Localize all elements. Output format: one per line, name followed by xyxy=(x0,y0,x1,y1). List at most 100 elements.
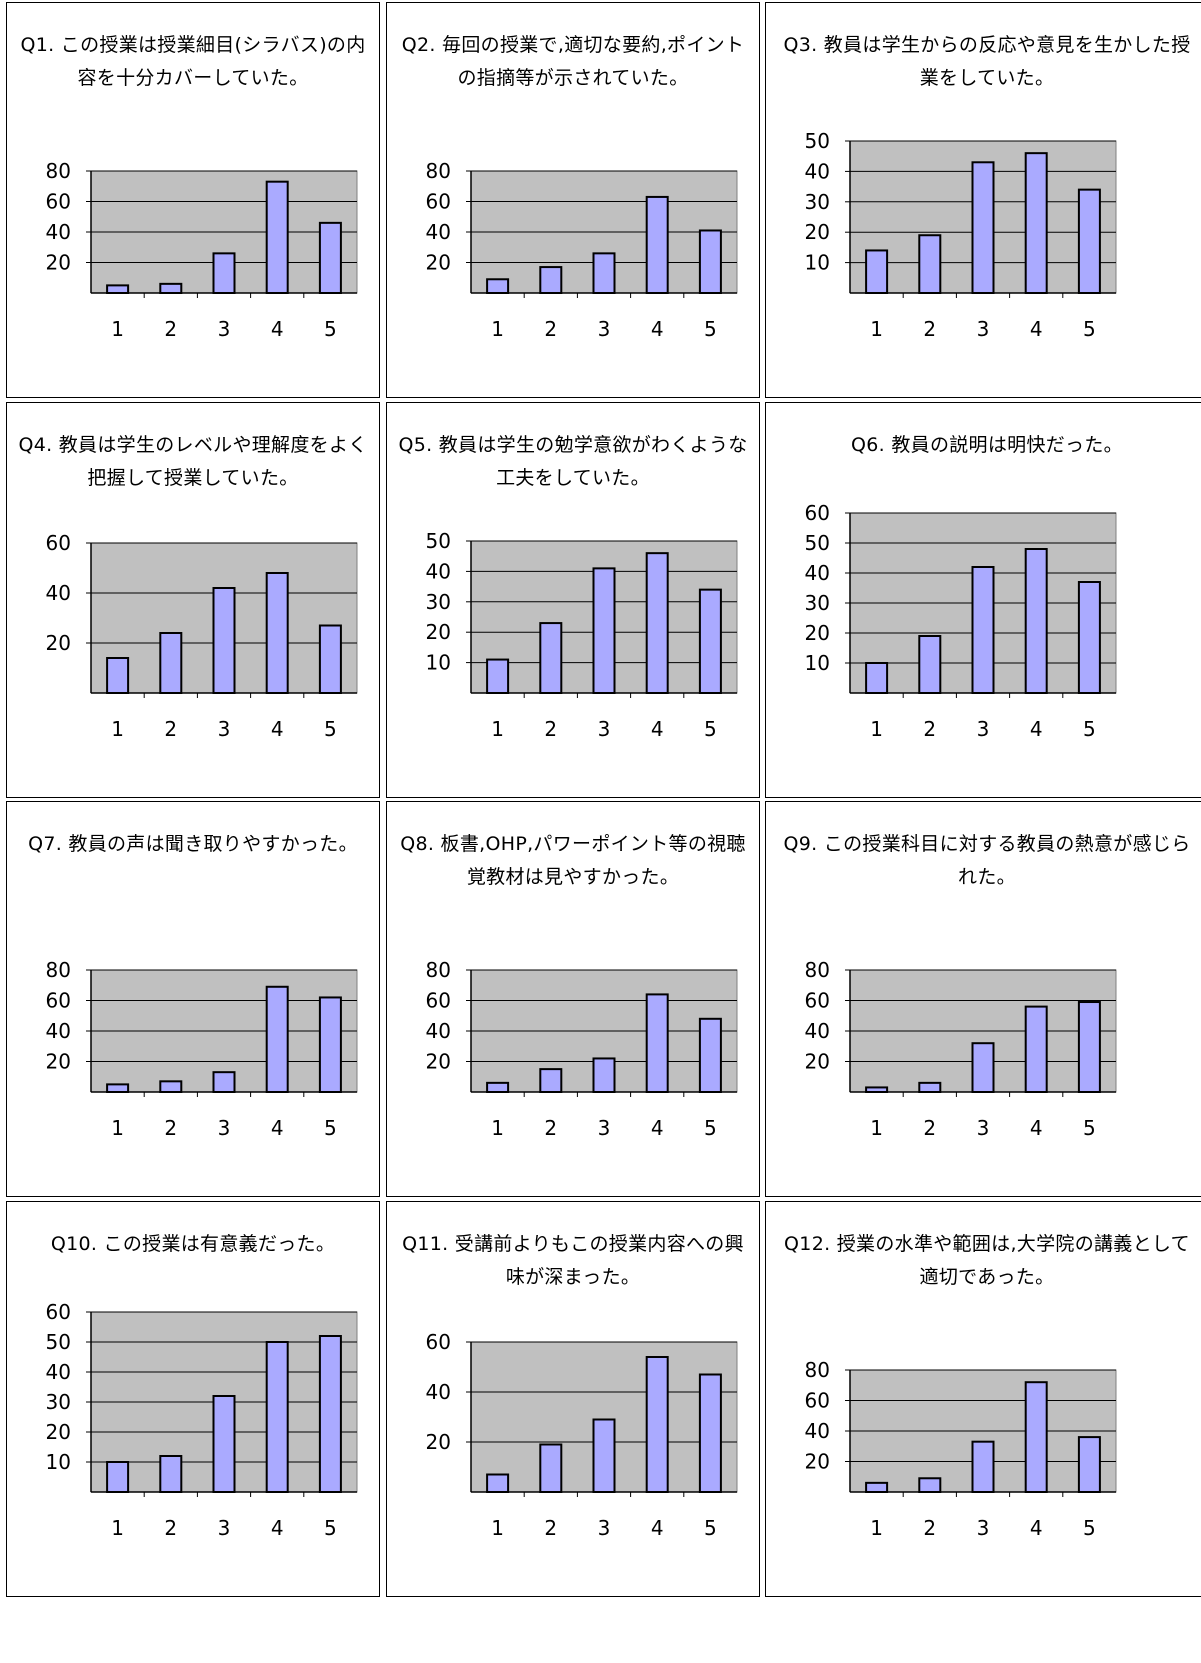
x-tick-label: 2 xyxy=(923,1516,936,1540)
x-tick-label: 5 xyxy=(704,1116,717,1140)
x-tick-label: 4 xyxy=(271,317,284,341)
bar xyxy=(486,658,510,694)
bar xyxy=(1024,548,1048,694)
y-tick-label: 80 xyxy=(46,958,71,982)
x-tick-label: 4 xyxy=(651,717,664,741)
bar xyxy=(159,632,183,694)
x-tick-label: 5 xyxy=(324,1116,337,1140)
bar xyxy=(698,1373,722,1493)
chart-panel-q12: Q12. 授業の水準や範囲は,大学院の講義として適切であった。 20 40 60 80… xyxy=(765,1201,1201,1597)
x-tick-label: 4 xyxy=(271,717,284,741)
x-tick-label: 1 xyxy=(491,717,504,741)
y-tick-label: 30 xyxy=(805,190,830,214)
chart-title: Q12. 授業の水準や範囲は,大学院の講義として適切であった。 xyxy=(784,1233,1190,1288)
chart-panel-q2: Q2. 毎回の授業で,適切な要約,ポイントの指摘等が示されていた。 20 40 60… xyxy=(386,2,760,398)
chart-title: Q9. この授業科目に対する教員の熱意が感じられた。 xyxy=(783,833,1191,888)
x-tick-label: 2 xyxy=(544,717,557,741)
bar xyxy=(971,1042,995,1093)
bar-chart: 20 40 60 80 1 2 3 4 5 xyxy=(426,958,738,1140)
y-tick-label: 40 xyxy=(426,559,451,583)
x-tick-label: 4 xyxy=(1030,317,1043,341)
x-tick-label: 1 xyxy=(111,317,124,341)
bar xyxy=(698,229,722,295)
x-tick-label: 3 xyxy=(977,1516,990,1540)
y-tick-label: 20 xyxy=(46,1420,71,1444)
chart-title: Q5. 教員は学生の勉学意欲がわくような工夫をしていた。 xyxy=(398,434,748,489)
y-tick-label: 20 xyxy=(805,1450,830,1474)
y-tick-label: 30 xyxy=(805,591,830,615)
bar xyxy=(865,249,889,295)
bar xyxy=(1024,1381,1048,1493)
bar xyxy=(1077,1001,1101,1093)
chart-title: Q3. 教員は学生からの反応や意見を生かした授業をしていた。 xyxy=(783,34,1191,89)
x-tick-label: 1 xyxy=(111,1516,124,1540)
bar xyxy=(592,567,616,694)
y-tick-label: 40 xyxy=(805,1019,830,1043)
x-tick-label: 1 xyxy=(870,317,883,341)
chart-panel-q6: Q6. 教員の説明は明快だった。 10 20 30 40 50 60 1 2 3 4 5 xyxy=(765,402,1201,798)
y-tick-label: 60 xyxy=(805,989,830,1013)
bar-chart: 20 40 60 80 1 2 3 4 5 xyxy=(46,159,358,341)
y-tick-label: 20 xyxy=(426,1050,451,1074)
bar xyxy=(265,180,289,294)
bar xyxy=(106,657,130,694)
bar xyxy=(1024,1005,1048,1094)
y-tick-label: 80 xyxy=(805,958,830,982)
bar xyxy=(159,282,183,295)
chart-title: Q1. この授業は授業細目(シラバス)の内容を十分カバーしていた。 xyxy=(20,34,366,89)
y-tick-label: 10 xyxy=(805,251,830,275)
bar xyxy=(318,996,342,1093)
bar xyxy=(486,1081,510,1094)
bar xyxy=(698,588,722,694)
y-tick-label: 10 xyxy=(46,1450,71,1474)
y-tick-label: 20 xyxy=(46,1050,71,1074)
bar xyxy=(645,195,669,294)
bar xyxy=(971,1440,995,1494)
bar xyxy=(918,1477,942,1493)
bar xyxy=(645,993,669,1093)
bar xyxy=(539,622,563,694)
x-tick-label: 4 xyxy=(1030,1116,1043,1140)
y-tick-label: 40 xyxy=(46,220,71,244)
bar xyxy=(318,221,342,295)
bar xyxy=(212,1071,236,1093)
bar-chart: 10 20 30 40 50 60 1 2 3 4 5 xyxy=(46,1300,358,1540)
x-tick-label: 5 xyxy=(1083,1516,1096,1540)
bar xyxy=(918,234,942,295)
bar xyxy=(486,1473,510,1493)
y-tick-label: 40 xyxy=(426,1380,451,1404)
y-tick-label: 40 xyxy=(805,1419,830,1443)
y-tick-label: 30 xyxy=(426,590,451,614)
bar xyxy=(318,624,342,694)
x-tick-label: 4 xyxy=(271,1516,284,1540)
x-tick-label: 3 xyxy=(218,317,231,341)
bar xyxy=(539,1443,563,1493)
chart-title: Q8. 板書,OHP,パワーポイント等の視聴覚教材は見やすかった。 xyxy=(400,833,746,888)
x-tick-label: 3 xyxy=(218,717,231,741)
x-tick-label: 4 xyxy=(1030,1516,1043,1540)
y-tick-label: 20 xyxy=(46,251,71,275)
x-tick-label: 5 xyxy=(324,317,337,341)
y-tick-label: 60 xyxy=(426,190,451,214)
x-tick-label: 3 xyxy=(598,317,611,341)
bar xyxy=(539,1068,563,1093)
chart-title: Q11. 受講前よりもこの授業内容への興味が深まった。 xyxy=(402,1233,744,1288)
bar xyxy=(1024,152,1048,294)
y-tick-label: 60 xyxy=(46,190,71,214)
y-tick-label: 20 xyxy=(805,220,830,244)
x-tick-label: 2 xyxy=(164,717,177,741)
bar xyxy=(265,1341,289,1493)
y-tick-label: 30 xyxy=(46,1390,71,1414)
bar xyxy=(971,161,995,294)
x-tick-label: 5 xyxy=(1083,1116,1096,1140)
y-tick-label: 20 xyxy=(805,1050,830,1074)
chart-title: Q2. 毎回の授業で,適切な要約,ポイントの指摘等が示されていた。 xyxy=(401,34,745,89)
bar xyxy=(865,1086,889,1093)
bar xyxy=(1077,188,1101,294)
x-tick-label: 1 xyxy=(111,717,124,741)
bar-chart: 20 40 60 80 1 2 3 4 5 xyxy=(805,958,1117,1140)
x-tick-label: 2 xyxy=(923,317,936,341)
bar xyxy=(592,1057,616,1094)
y-tick-label: 50 xyxy=(805,531,830,555)
y-tick-label: 10 xyxy=(426,651,451,675)
